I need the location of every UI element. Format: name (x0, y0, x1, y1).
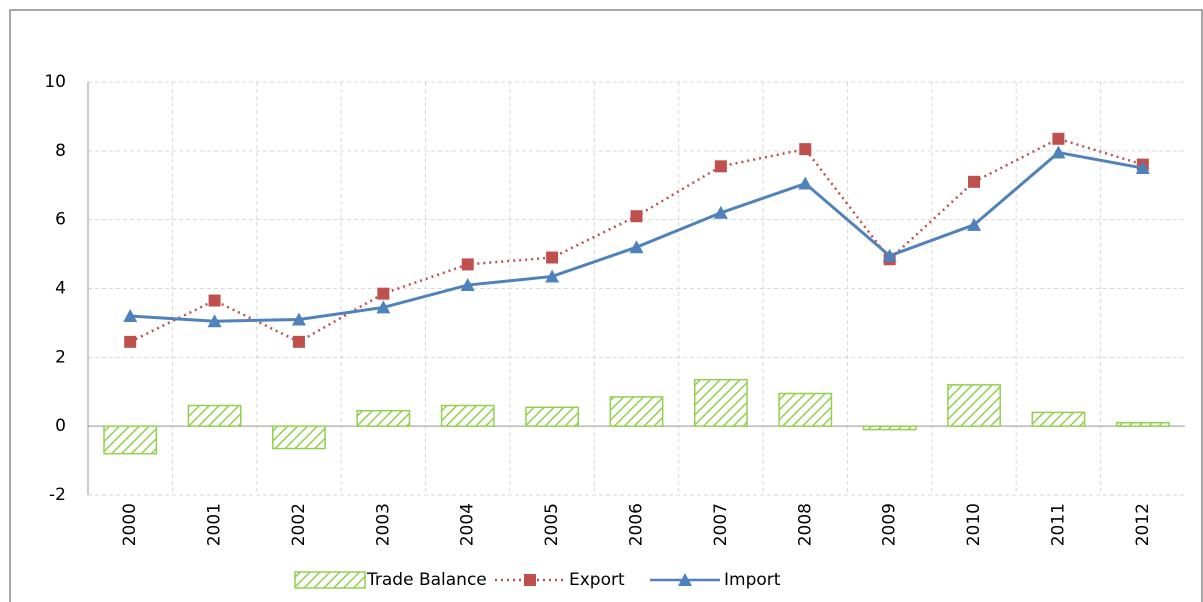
legend-item: Export (495, 570, 625, 590)
marker (124, 335, 137, 348)
marker (461, 258, 474, 271)
bar (862, 425, 917, 431)
marker (207, 314, 222, 328)
marker (1135, 161, 1150, 175)
chart-frame (9, 9, 1203, 602)
x-tick-label: 2000 (120, 503, 140, 546)
legend-label: Export (569, 570, 625, 590)
bar (1115, 421, 1170, 427)
marker (714, 160, 727, 173)
y-tick-label: -2 (49, 485, 66, 505)
marker (460, 278, 475, 292)
y-tick-label: 6 (55, 210, 66, 230)
marker (882, 248, 897, 262)
x-tick-label: 2004 (458, 503, 478, 546)
y-tick-label: 0 (55, 416, 66, 436)
x-tick-label: 2002 (289, 503, 309, 546)
marker (968, 175, 981, 188)
bar (609, 396, 664, 427)
marker (629, 240, 644, 254)
bar (103, 425, 158, 455)
legend-marker (678, 573, 692, 586)
marker (376, 300, 391, 314)
marker (377, 287, 390, 300)
y-tick-label: 4 (55, 279, 66, 299)
x-tick-label: 2010 (964, 503, 984, 546)
marker (798, 176, 813, 190)
marker (291, 312, 306, 326)
y-tick-label: 8 (55, 141, 66, 161)
x-tick-label: 2003 (373, 503, 393, 546)
legend-label: Trade Balance (366, 570, 487, 590)
bar (947, 384, 1001, 427)
x-tick-label: 2006 (627, 503, 647, 546)
marker (292, 335, 305, 348)
x-tick-label: 2012 (1133, 503, 1153, 546)
legend-item: Import (650, 570, 781, 590)
marker (545, 269, 560, 283)
x-tick-label: 2007 (711, 503, 731, 546)
marker (208, 294, 221, 307)
x-tick-label: 2008 (795, 503, 815, 546)
line (130, 150, 1144, 323)
legend-item: Trade Balance (294, 570, 487, 590)
bar (272, 425, 326, 450)
y-tick-label: 2 (55, 347, 66, 367)
y-tick-label: 10 (44, 72, 66, 92)
marker (967, 217, 982, 231)
bar (693, 378, 748, 427)
marker (799, 143, 812, 156)
x-tick-label: 2001 (205, 503, 225, 546)
marker (1052, 132, 1065, 145)
bar (1031, 411, 1086, 427)
bar (525, 406, 580, 427)
x-tick-label: 2005 (542, 503, 562, 546)
marker (1051, 145, 1066, 159)
marker (713, 205, 728, 219)
marker (630, 210, 643, 223)
legend-label: Import (724, 570, 781, 590)
bar (356, 409, 411, 427)
marker (123, 309, 138, 323)
bar (187, 404, 242, 427)
legend-swatch (294, 571, 366, 589)
marker (546, 251, 559, 264)
bar (778, 392, 833, 427)
x-tick-label: 2011 (1048, 503, 1068, 546)
bar (440, 404, 495, 427)
x-tick-label: 2009 (880, 503, 900, 546)
legend-marker (524, 574, 536, 586)
